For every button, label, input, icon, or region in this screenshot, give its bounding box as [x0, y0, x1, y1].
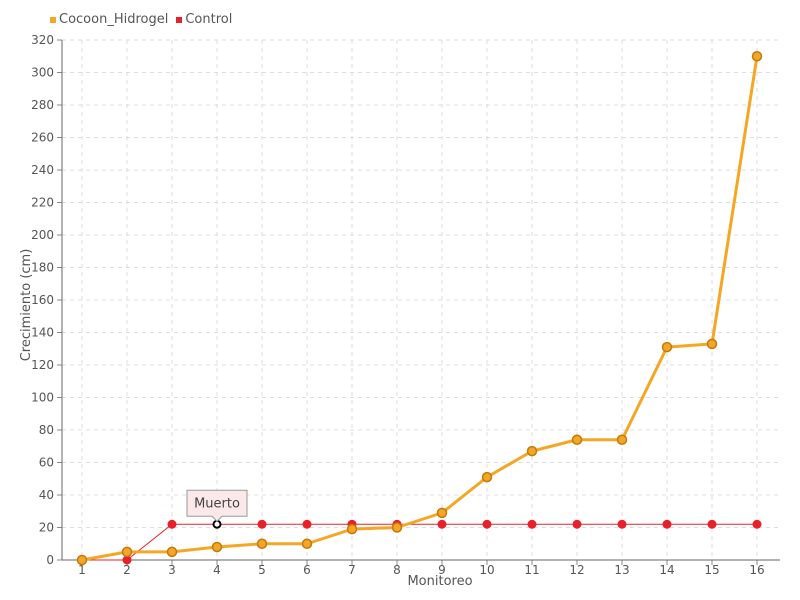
data-point-cocoon-hidrogel[interactable] — [346, 523, 358, 535]
data-point-cocoon-hidrogel[interactable] — [661, 341, 673, 353]
data-point-cocoon-hidrogel[interactable] — [571, 434, 583, 445]
data-point-control[interactable] — [707, 519, 717, 529]
grid-lines — [62, 39, 780, 560]
y-tick-label: 320 — [31, 33, 54, 47]
data-point-control[interactable] — [257, 519, 267, 529]
x-tick-label: 16 — [749, 563, 764, 577]
x-tick-label: 14 — [659, 563, 674, 577]
y-tick-label: 280 — [31, 98, 54, 112]
data-point-cocoon-hidrogel[interactable] — [391, 522, 403, 533]
y-tick-label: 100 — [31, 391, 54, 405]
x-tick-label: 3 — [168, 563, 176, 577]
data-point-control[interactable] — [482, 519, 492, 529]
y-tick-label: 160 — [31, 293, 54, 307]
x-tick-label: 1 — [78, 563, 86, 577]
data-point-cocoon-hidrogel[interactable] — [436, 507, 448, 519]
data-point-control[interactable] — [572, 519, 582, 529]
y-tick-label: 120 — [31, 358, 54, 372]
y-tick-label: 0 — [46, 553, 54, 567]
data-point-cocoon-hidrogel[interactable] — [481, 471, 493, 483]
tooltip-muerto: Muerto — [186, 489, 248, 522]
x-tick-label: 13 — [614, 563, 629, 577]
y-tick-label: 60 — [39, 456, 54, 470]
legend-swatch-control — [176, 16, 183, 23]
legend-label-control: Control — [185, 12, 233, 27]
data-point-control[interactable] — [527, 519, 537, 529]
y-tick-label: 240 — [31, 163, 54, 177]
x-tick-label: 4 — [213, 563, 221, 577]
data-point-cocoon-hidrogel[interactable] — [301, 538, 313, 549]
y-tick-label: 80 — [39, 423, 54, 437]
data-point-cocoon-hidrogel[interactable] — [616, 434, 628, 445]
y-tick-label: 260 — [31, 131, 54, 145]
data-point-control[interactable] — [302, 519, 312, 529]
x-tick-label: 9 — [438, 563, 446, 577]
y-tick-label: 300 — [31, 66, 54, 80]
x-tick-label: 6 — [303, 563, 311, 577]
data-point-control[interactable] — [167, 519, 177, 529]
y-axis-title: Crecimiento (cm) — [19, 249, 34, 362]
data-point-cocoon-hidrogel[interactable] — [706, 338, 718, 350]
data-point-control[interactable] — [617, 519, 627, 529]
data-point-control[interactable] — [662, 519, 672, 529]
data-point-control[interactable] — [437, 519, 447, 529]
data-point-cocoon-hidrogel[interactable] — [526, 445, 538, 457]
legend-item-cocoon-hidrogel[interactable]: Cocoon_Hidrogel — [50, 12, 168, 27]
data-point-cocoon-hidrogel[interactable] — [256, 538, 268, 549]
chart-legend: Cocoon_Hidrogel Control — [50, 12, 232, 27]
x-axis-title: Monitoreo — [407, 574, 472, 589]
data-point-control[interactable] — [122, 555, 132, 565]
legend-item-control[interactable]: Control — [176, 12, 232, 27]
x-tick-label: 8 — [393, 563, 401, 577]
y-tick-label: 40 — [39, 488, 54, 502]
x-tick-label: 7 — [348, 563, 356, 577]
y-tick-label: 140 — [31, 326, 54, 340]
y-tick-label: 220 — [31, 196, 54, 210]
x-tick-label: 12 — [569, 563, 584, 577]
x-tick-label: 11 — [524, 563, 539, 577]
x-tick-label: 10 — [479, 563, 494, 577]
annotation-layer: Muerto — [186, 489, 248, 522]
data-point-control[interactable] — [752, 519, 762, 529]
data-point-cocoon-hidrogel[interactable] — [211, 541, 223, 553]
x-tick-label: 15 — [704, 563, 719, 577]
series-line-control — [82, 523, 757, 561]
legend-swatch-cocoon-hidrogel — [50, 16, 56, 23]
data-point-cocoon-hidrogel[interactable] — [751, 51, 763, 62]
series-line-cocoon-hidrogel — [81, 56, 759, 562]
legend-label-cocoon-hidrogel: Cocoon_Hidrogel — [59, 12, 169, 27]
data-point-cocoon-hidrogel[interactable] — [76, 554, 88, 566]
x-tick-label: 5 — [258, 563, 266, 577]
axes: 0 20 40 60 80 100 120 140 160 180 200 220 240 260 280 3… — [31, 33, 780, 577]
tooltip-label: Muerto — [194, 496, 240, 511]
tooltip-box — [186, 489, 248, 522]
y-tick-label: 180 — [31, 261, 54, 275]
y-tick-label: 200 — [31, 228, 54, 242]
data-point-cocoon-hidrogel[interactable] — [121, 546, 133, 558]
data-point-cocoon-hidrogel[interactable] — [166, 546, 178, 558]
series-layer — [76, 51, 763, 566]
x-tick-label: 2 — [123, 563, 131, 577]
y-tick-label: 20 — [39, 521, 54, 535]
